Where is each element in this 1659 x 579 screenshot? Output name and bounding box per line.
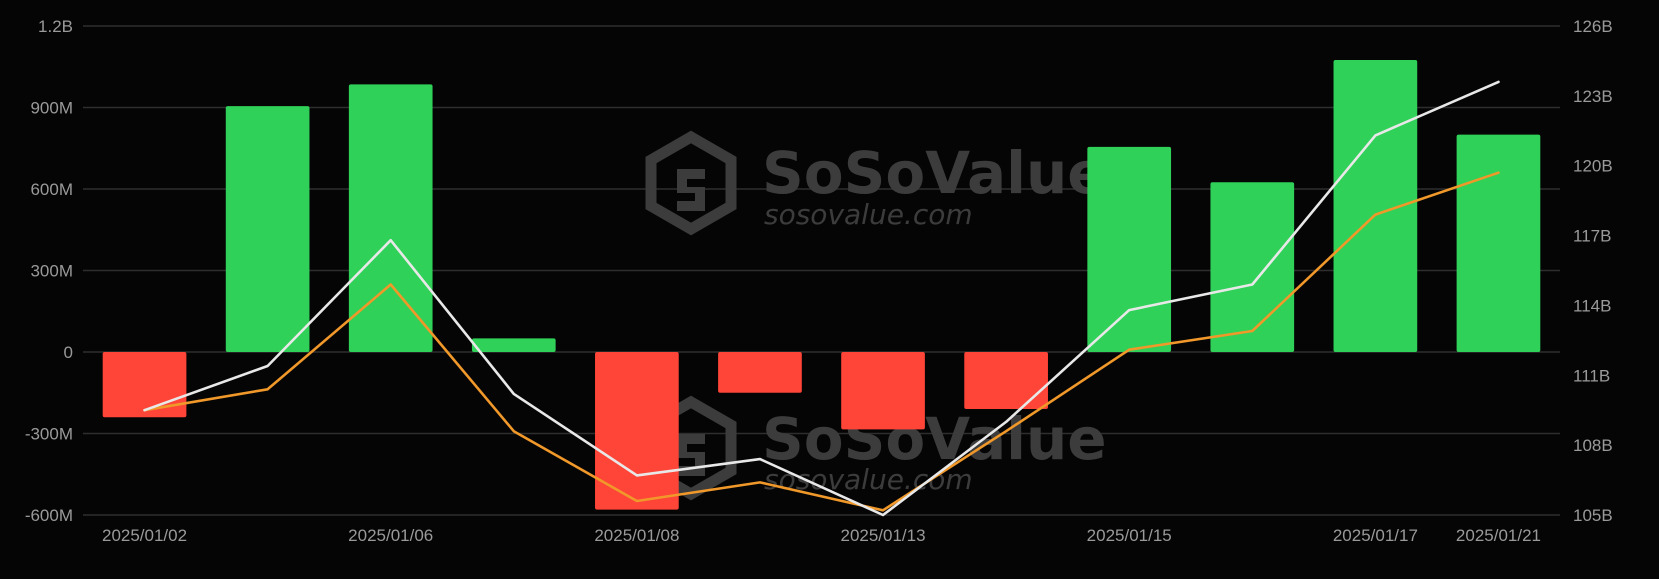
bar [595, 352, 679, 510]
series-line [143, 171, 1500, 512]
x-axis-tick-label: 2025/01/17 [1333, 526, 1418, 545]
bar [964, 352, 1048, 410]
x-axis-tick-label: 2025/01/21 [1456, 526, 1541, 545]
x-axis-tick-label: 2025/01/02 [102, 526, 187, 545]
right-axis-tick-label: 117B [1573, 227, 1611, 246]
x-axis: 2025/01/02 2025/01/06 2025/01/08 2025/01/13… [102, 526, 1541, 545]
x-axis-tick-label: 2025/01/15 [1087, 526, 1172, 545]
watermark-brand: SoSoValue [762, 405, 1107, 473]
left-axis-tick-label: 300M [30, 262, 73, 281]
x-axis-tick-label: 2025/01/13 [840, 526, 925, 545]
bar [1333, 59, 1418, 352]
left-axis-tick-label: 1.2B [38, 17, 73, 36]
bar [471, 338, 556, 352]
watermark-url: sosovalue.com [764, 198, 973, 231]
series-line [143, 80, 1500, 517]
right-axis-tick-label: 111B [1573, 366, 1610, 385]
left-axis-tick-label: 0 [64, 343, 73, 362]
bar [348, 84, 433, 353]
bar [1456, 134, 1541, 352]
grid-lines [83, 25, 1560, 516]
bar [718, 352, 802, 393]
bar [841, 352, 925, 430]
right-axis-tick-label: 123B [1573, 87, 1613, 106]
left-axis-tick-label: 900M [30, 99, 73, 118]
bar [1087, 146, 1172, 352]
right-axis-tick-label: 105B [1573, 506, 1613, 525]
right-axis-tick-label: 114B [1573, 296, 1611, 315]
right-axis-tick-label: 126B [1573, 17, 1613, 36]
right-axis-tick-label: 108B [1573, 436, 1613, 455]
bar [102, 352, 187, 418]
right-axis-tick-label: 120B [1573, 157, 1613, 176]
bar [1210, 182, 1295, 352]
bar [225, 106, 310, 353]
x-axis-tick-label: 2025/01/08 [594, 526, 679, 545]
watermark-top: SoSoValue sosovalue.com [645, 130, 1107, 236]
left-axis-tick-label: -600M [25, 506, 73, 525]
x-axis-tick-label: 2025/01/06 [348, 526, 433, 545]
left-axis-tick-label: -300M [25, 425, 73, 444]
left-y-axis: 1.2B 900M 600M 300M 0 -300M -600M [25, 17, 73, 525]
bar-series [102, 59, 1541, 510]
watermark-brand: SoSoValue [762, 139, 1107, 207]
line-series [143, 80, 1500, 517]
right-y-axis: 126B 123B 120B 117B 114B 111B 108B 105B [1573, 17, 1613, 525]
left-axis-tick-label: 600M [30, 180, 73, 199]
sosovalue-logo-icon [645, 130, 737, 236]
